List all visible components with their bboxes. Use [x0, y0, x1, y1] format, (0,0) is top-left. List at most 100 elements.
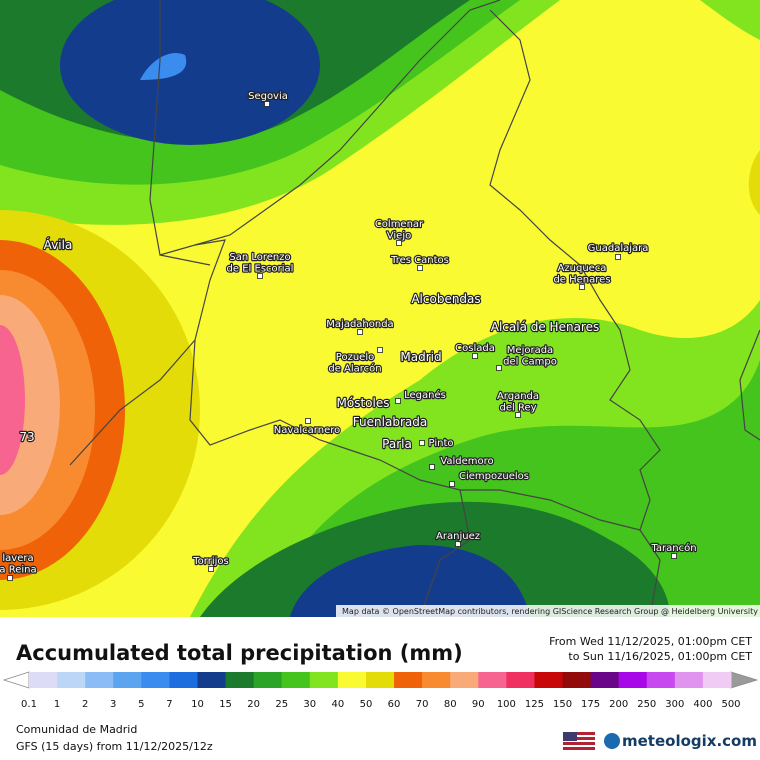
city-dot: [208, 566, 214, 572]
city-label: Leganés: [404, 389, 446, 401]
legend-label: 40: [332, 699, 345, 710]
city-label: Aranjuez: [436, 531, 480, 542]
city-dot: [417, 265, 423, 271]
city-label: Viejo: [387, 231, 411, 242]
city-dot: [615, 254, 621, 260]
city-label: Tarancón: [650, 542, 696, 554]
legend-swatch: [450, 672, 479, 688]
city-dot: [671, 553, 677, 559]
city-label: Ávila: [44, 237, 73, 252]
legend-label: 30: [303, 699, 316, 710]
legend-label: 1: [54, 699, 60, 710]
city-label: del Rey: [499, 403, 536, 414]
city-dot: [515, 412, 521, 418]
max-label: 73: [19, 430, 34, 444]
city-label: Azuqueca: [558, 263, 607, 274]
legend-label: 60: [388, 699, 401, 710]
legend-swatch: [590, 672, 620, 688]
map: 73 Map data © OpenStreetMap contributors…: [0, 0, 760, 617]
legend-label: 80: [444, 699, 457, 710]
legend-swatch: [478, 672, 507, 688]
legend-label: 125: [525, 699, 544, 710]
attribution: Map data © OpenStreetMap contributors, r…: [342, 607, 758, 616]
legend-label: 300: [665, 699, 684, 710]
legend-swatch: [85, 672, 114, 688]
city-dot: [429, 464, 435, 470]
legend-label: 50: [360, 699, 373, 710]
city-dot: [7, 575, 13, 581]
legend-label: 20: [247, 699, 260, 710]
city-label: Madrid: [400, 350, 441, 364]
legend-label: 250: [637, 699, 656, 710]
city-dot: [357, 329, 363, 335]
legend-swatch: [562, 672, 592, 688]
legend-swatch: [365, 672, 395, 688]
city-label: Colmenar: [375, 219, 424, 230]
legend-label: 100: [497, 699, 516, 710]
legend-label: 200: [609, 699, 628, 710]
city-label: a Reina: [0, 565, 37, 576]
city-dot: [419, 440, 425, 446]
legend-swatch: [253, 672, 283, 688]
legend-swatch: [309, 672, 339, 688]
city-dot: [396, 240, 402, 246]
legend-swatch: [702, 672, 732, 688]
legend-swatch: [197, 672, 227, 688]
legend-label: 400: [693, 699, 712, 710]
legend-label: 500: [721, 699, 740, 710]
city-dot: [455, 541, 461, 547]
city-dot: [305, 418, 311, 424]
city-label: San Lorenzo: [229, 252, 290, 263]
city-label: Majadahonda: [326, 319, 393, 330]
legend-swatch: [141, 672, 170, 688]
legend-swatch: [281, 672, 311, 688]
city-dot: [257, 273, 263, 279]
legend-swatch: [29, 672, 58, 688]
city-label: del Campo: [503, 357, 557, 368]
legend-swatch: [646, 672, 676, 688]
city-label: Valdemoro: [440, 456, 493, 467]
city-dot: [377, 347, 383, 353]
city-dot: [472, 353, 478, 359]
city-dot: [496, 365, 502, 371]
legend-label: 10: [191, 699, 204, 710]
legend-label: 150: [553, 699, 572, 710]
legend-label: 25: [275, 699, 288, 710]
city-label: Alcobendas: [411, 292, 480, 306]
date-from: From Wed 11/12/2025, 01:00pm CET: [549, 635, 752, 648]
legend-label: 3: [110, 699, 116, 710]
legend-bar: 0.1 1 2 3 5 7 10 15 20 25 30 40 50 60 70 80 90 100 125 150 1…: [2, 671, 759, 710]
legend-swatch: [394, 672, 423, 688]
city-label: Alcalá de Henares: [491, 320, 599, 334]
region: Comunidad de Madrid: [16, 723, 137, 736]
legend-swatch: [169, 672, 198, 688]
legend-swatch: [337, 672, 367, 688]
legend-label: 0.1: [21, 699, 37, 710]
legend-label: 2: [82, 699, 88, 710]
city-dot: [579, 284, 585, 290]
city-label: Fuenlabrada: [353, 415, 427, 429]
legend-title: Accumulated total precipitation (mm): [16, 641, 463, 665]
city-label: Tres Cantos: [390, 255, 449, 266]
city-dot: [264, 101, 270, 107]
legend-swatch: [674, 672, 704, 688]
legend-swatch: [57, 672, 86, 688]
city-label: de El Escorial: [227, 264, 294, 275]
city-dot: [449, 481, 455, 487]
city-label: Coslada: [455, 343, 495, 354]
legend-label: 90: [472, 699, 485, 710]
date-to: to Sun 11/16/2025, 01:00pm CET: [568, 650, 752, 663]
city-label: de Alarcón: [328, 363, 381, 375]
city-label: Mejorada: [507, 345, 553, 356]
legend-swatch: [506, 672, 535, 688]
legend-label: 5: [138, 699, 144, 710]
city-label: Navalcarnero: [274, 425, 341, 436]
city-label: Segovia: [248, 91, 288, 102]
legend-label: 175: [581, 699, 600, 710]
city-label: lavera: [2, 553, 33, 564]
legend-label: 70: [416, 699, 429, 710]
city-label: Torrijos: [192, 556, 228, 567]
flag: [563, 732, 595, 750]
city-label: Pinto: [429, 438, 454, 449]
